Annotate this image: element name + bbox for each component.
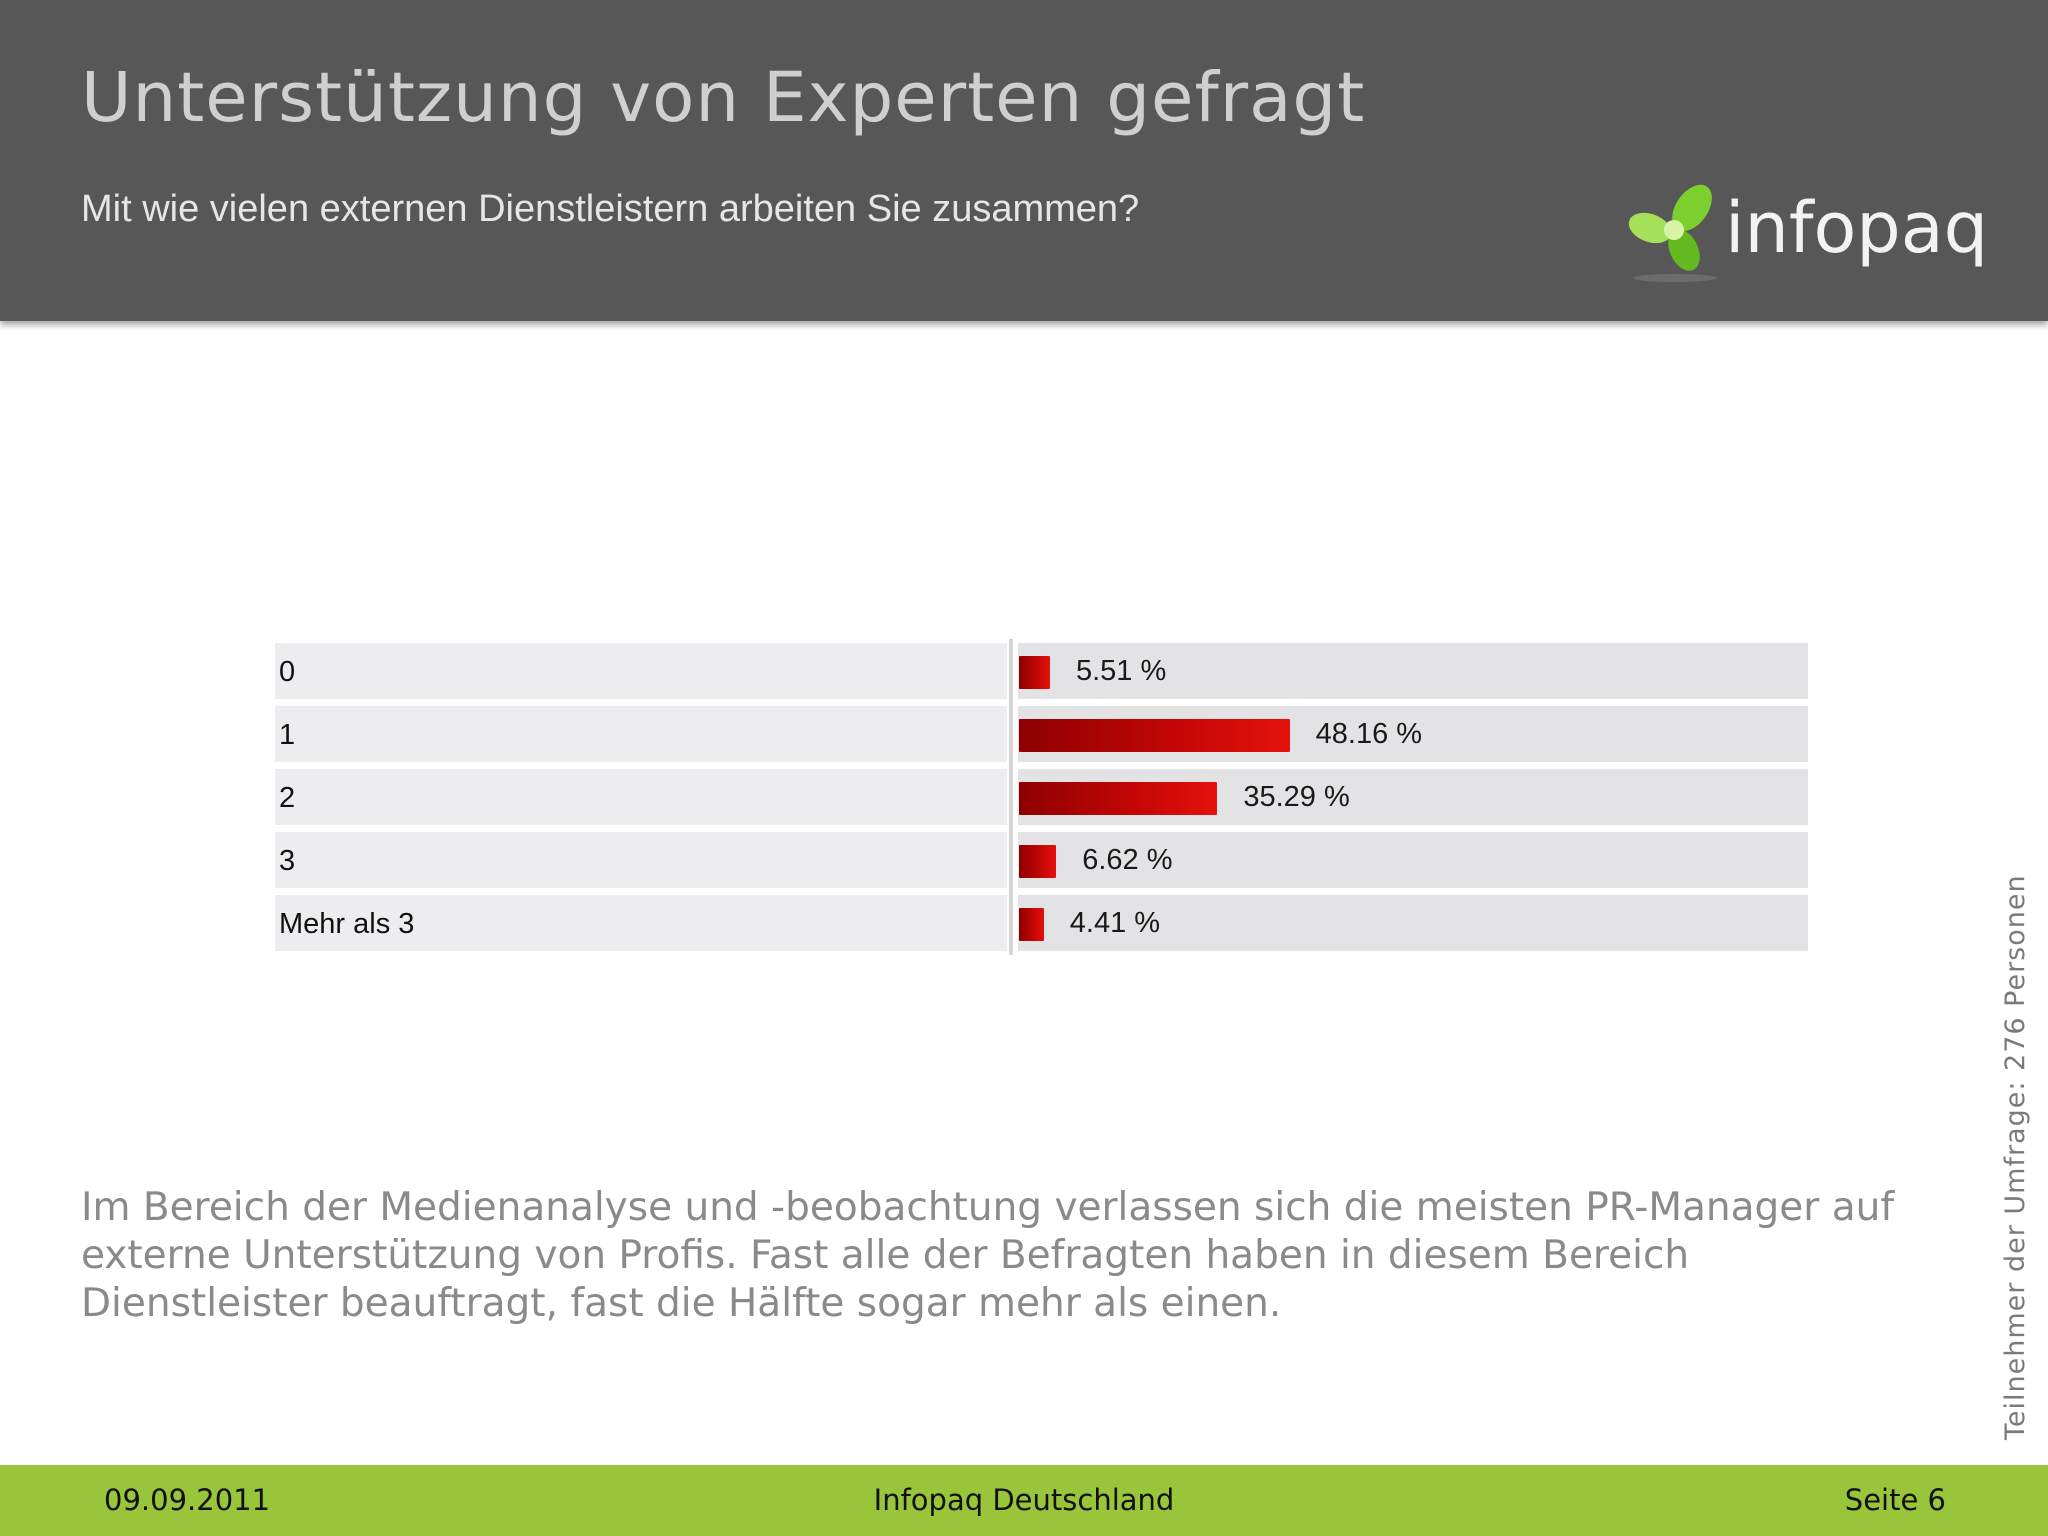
chart-row: 3 6.62 % <box>275 832 1808 888</box>
category-label: 0 <box>279 656 296 688</box>
row-label-background <box>275 643 1007 699</box>
bar <box>1019 845 1057 878</box>
bar-chart: 0 5.51 % 1 48.16 % 2 35.29 % 3 6.62 % Mehr als 3… <box>275 639 1808 955</box>
bar <box>1019 782 1218 815</box>
row-label-background <box>275 832 1007 888</box>
value-label: 6.62 % <box>1082 844 1173 876</box>
bar <box>1019 719 1290 752</box>
category-label: 3 <box>279 845 296 877</box>
participants-note: Teilnehmer der Umfrage: 276 Personen <box>2000 874 2031 1440</box>
category-label: Mehr als 3 <box>279 908 415 940</box>
value-label: 35.29 % <box>1243 781 1350 813</box>
bar <box>1019 656 1050 689</box>
footer-date: 09.09.2011 <box>104 1483 271 1517</box>
chart-divider <box>1009 639 1013 955</box>
value-label: 4.41 % <box>1069 907 1161 939</box>
header-banner: Unterstützung von Experten gefragt Mit w… <box>0 0 2048 321</box>
page-subtitle: Mit wie vielen externen Dienstleistern a… <box>81 188 1140 230</box>
footer-bar: 09.09.2011 Infopaq Deutschland Seite 6 <box>0 1465 2048 1536</box>
chart-row: 2 35.29 % <box>275 769 1808 825</box>
bar-track <box>1018 832 1808 888</box>
bar-track <box>1018 643 1808 699</box>
logo-mark-icon <box>1628 184 1712 271</box>
row-label-background <box>275 706 1007 762</box>
row-label-background <box>275 895 1007 951</box>
footer-page-number: Seite 6 <box>1844 1483 1946 1517</box>
chart-row: Mehr als 3 4.41 % <box>275 895 1808 951</box>
logo-wordmark: infopaq <box>1725 187 1988 269</box>
row-label-background <box>275 769 1007 825</box>
bar <box>1019 908 1044 941</box>
chart-row: 0 5.51 % <box>275 643 1808 699</box>
bar-track <box>1018 895 1808 951</box>
value-label: 48.16 % <box>1315 718 1423 750</box>
page-title: Unterstützung von Experten gefragt <box>81 58 1366 138</box>
footer-company: Infopaq Deutschland <box>873 1483 1175 1517</box>
category-label: 1 <box>279 719 296 751</box>
body-paragraph: Im Bereich der Medienanalyse und -beobac… <box>81 1185 1895 1326</box>
value-label: 5.51 % <box>1075 655 1167 687</box>
chart-row: 1 48.16 % <box>275 706 1808 762</box>
infopaq-logo: infopaq <box>1628 184 1988 282</box>
category-label: 2 <box>279 782 296 814</box>
